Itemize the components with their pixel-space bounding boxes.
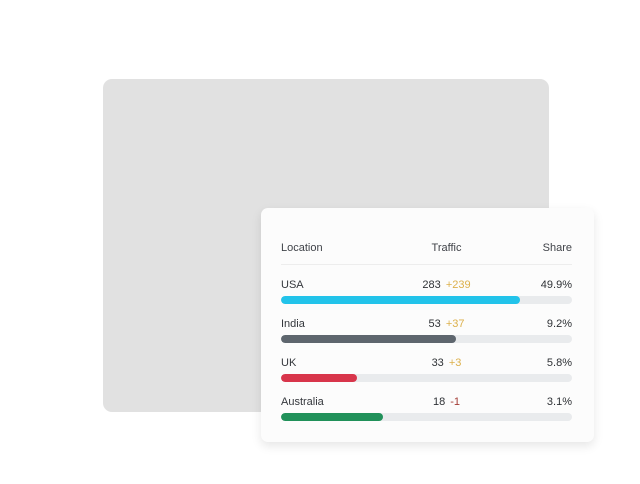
- share-value: 5.8%: [546, 357, 572, 369]
- row-labels: Australia 18 -1 3.1%: [281, 395, 572, 409]
- outer-panel: Location Traffic Share USA 283 +239 49.9…: [103, 79, 594, 442]
- traffic-cell: 18 -1: [381, 395, 512, 409]
- progress-fill: [281, 374, 357, 382]
- location-label: Australia: [281, 396, 324, 408]
- traffic-delta: -1: [450, 396, 461, 408]
- table-header: Location Traffic Share: [281, 241, 572, 265]
- share-value: 9.2%: [546, 318, 572, 330]
- table-row: UK 33 +3 5.8%: [281, 356, 572, 382]
- progress-track: [281, 413, 572, 421]
- traffic-value: 33: [431, 357, 444, 369]
- traffic-value: 283: [422, 279, 441, 291]
- progress-track: [281, 296, 572, 304]
- table-row: India 53 +37 9.2%: [281, 317, 572, 343]
- location-label: UK: [281, 357, 297, 369]
- column-header-traffic: Traffic: [431, 242, 462, 254]
- progress-fill: [281, 413, 383, 421]
- traffic-cell: 283 +239: [381, 278, 512, 292]
- traffic-cell: 53 +37: [381, 317, 512, 331]
- row-labels: India 53 +37 9.2%: [281, 317, 572, 331]
- progress-fill: [281, 335, 456, 343]
- location-label: USA: [281, 279, 304, 291]
- traffic-by-location-card: Location Traffic Share USA 283 +239 49.9…: [261, 208, 594, 442]
- traffic-value: 18: [432, 396, 446, 408]
- progress-track: [281, 374, 572, 382]
- row-labels: USA 283 +239 49.9%: [281, 278, 572, 292]
- progress-fill: [281, 296, 520, 304]
- share-value: 49.9%: [540, 279, 572, 291]
- traffic-delta: +37: [445, 318, 465, 330]
- table-row: Australia 18 -1 3.1%: [281, 395, 572, 421]
- row-labels: UK 33 +3 5.8%: [281, 356, 572, 370]
- traffic-cell: 33 +3: [381, 356, 512, 370]
- progress-track: [281, 335, 572, 343]
- table-row: USA 283 +239 49.9%: [281, 278, 572, 304]
- column-header-share: Share: [542, 242, 572, 254]
- traffic-value: 53: [428, 318, 441, 330]
- traffic-delta: +3: [448, 357, 462, 369]
- share-value: 3.1%: [546, 396, 572, 408]
- traffic-delta: +239: [445, 279, 471, 291]
- column-header-location: Location: [281, 242, 323, 254]
- table-body: USA 283 +239 49.9% India 53 +37 9.2% UK: [281, 278, 572, 421]
- location-label: India: [281, 318, 305, 330]
